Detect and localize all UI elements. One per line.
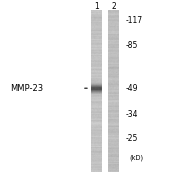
Text: 2: 2 bbox=[111, 2, 116, 11]
Text: -117: -117 bbox=[126, 16, 143, 25]
Text: (kD): (kD) bbox=[130, 154, 144, 161]
Text: -25: -25 bbox=[126, 134, 138, 143]
Text: -34: -34 bbox=[126, 110, 138, 119]
Text: -49: -49 bbox=[126, 84, 138, 93]
Text: MMP-23: MMP-23 bbox=[10, 84, 43, 93]
Text: 1: 1 bbox=[94, 2, 99, 11]
Text: -85: -85 bbox=[126, 41, 138, 50]
